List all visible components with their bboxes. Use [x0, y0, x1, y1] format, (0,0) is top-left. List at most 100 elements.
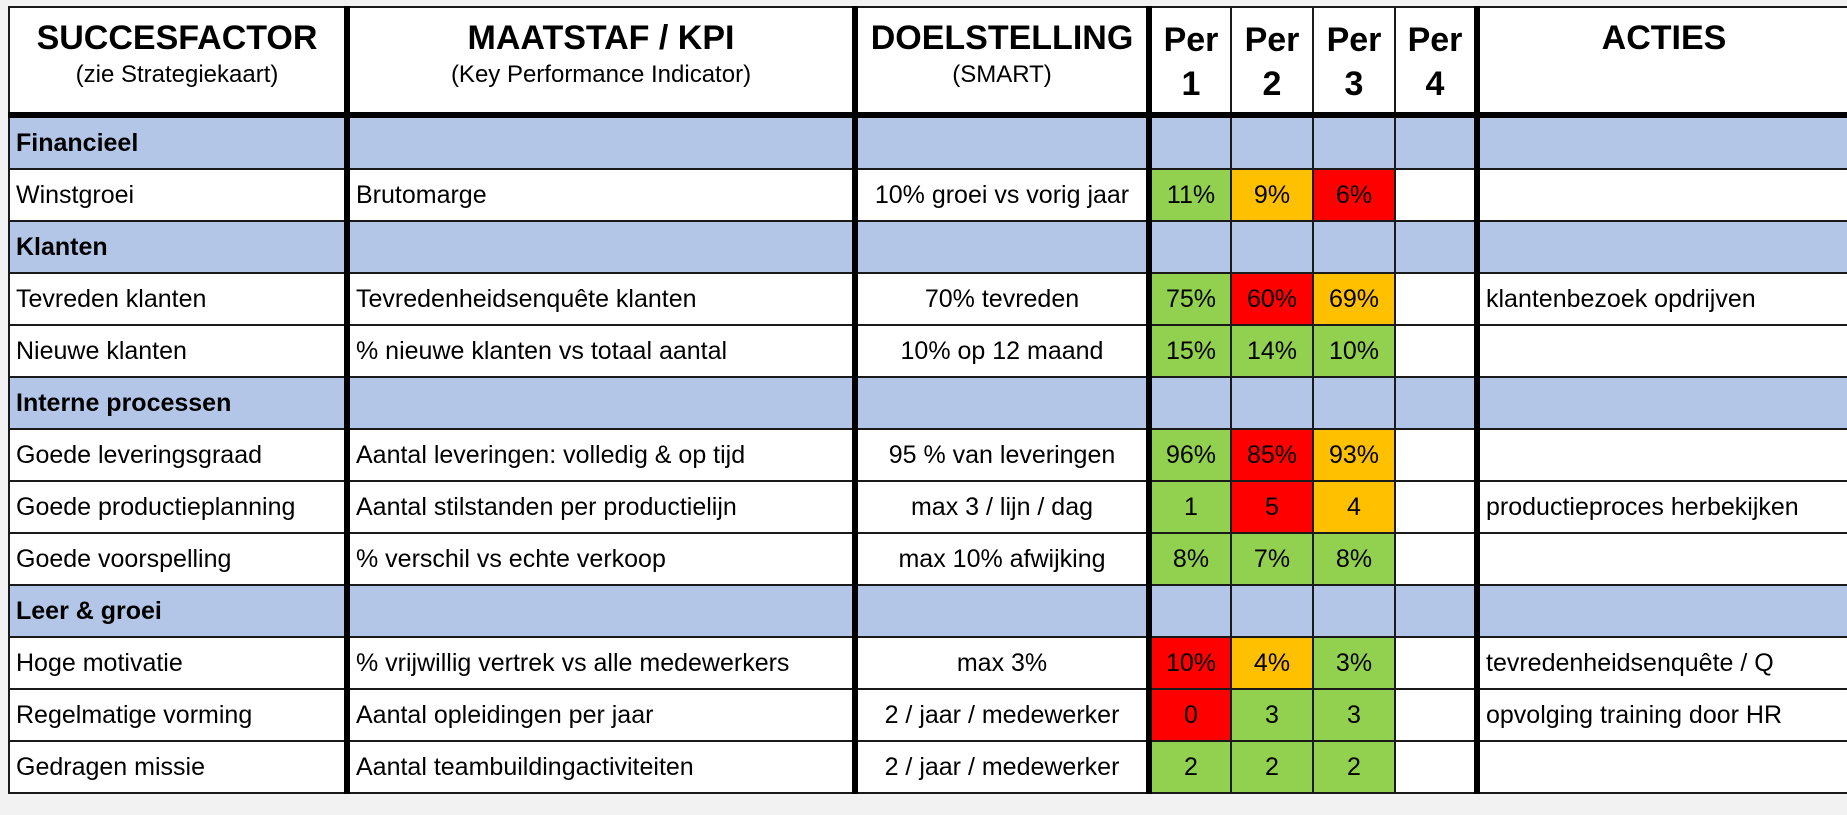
section-title: Financieel [8, 114, 350, 170]
header-per-2-number: 2 [1262, 65, 1282, 103]
cell-kpi: Brutomarge [346, 168, 858, 222]
table-row: Tevreden klanten Tevredenheidsenquête kla… [8, 272, 1847, 326]
cell-per-3: 3 [1312, 688, 1396, 742]
section-cell-empty [1476, 114, 1847, 170]
section-cell-empty [1394, 376, 1480, 430]
table-row: Hoge motivatie% vrijwillig vertrek vs al… [8, 636, 1847, 690]
section-cell-empty [346, 114, 858, 170]
header-doelstelling-title: DOELSTELLING [870, 19, 1134, 57]
cell-per-3: 69% [1312, 272, 1396, 326]
cell-acties [1476, 428, 1847, 482]
section-row: Interne processen [8, 376, 1847, 430]
cell-succesfactor: Winstgroei [8, 168, 350, 222]
cell-acties: productieproces herbekijken [1476, 480, 1847, 534]
cell-per-2: 85% [1230, 428, 1314, 482]
cell-succesfactor: Goede leveringsgraad [8, 428, 350, 482]
cell-per-4 [1394, 636, 1480, 690]
cell-per-1: 0 [1148, 688, 1232, 742]
header-per-4-number: 4 [1425, 65, 1445, 103]
section-cell-empty [854, 220, 1152, 274]
cell-doelstelling: 95 % van leveringen [854, 428, 1152, 482]
cell-kpi: % verschil vs echte verkoop [346, 532, 858, 586]
cell-kpi: Aantal leveringen: volledig & op tijd [346, 428, 858, 482]
cell-per-4 [1394, 428, 1480, 482]
table-row: Regelmatige vorming Aantal opleidingen pe… [8, 688, 1847, 742]
header-acties: ACTIES [1476, 6, 1847, 118]
cell-per-2: 60% [1230, 272, 1314, 326]
header-row: SUCCESFACTOR (zie Strategiekaart) MAATST… [8, 6, 1847, 118]
header-kpi-title: MAATSTAF / KPI [467, 19, 735, 57]
cell-acties [1476, 532, 1847, 586]
section-cell-empty [1230, 114, 1314, 170]
section-cell-empty [1312, 376, 1396, 430]
cell-kpi: Aantal opleidingen per jaar [346, 688, 858, 742]
cell-kpi: Aantal stilstanden per productielijn [346, 480, 858, 534]
kpi-scorecard: SUCCESFACTOR (zie Strategiekaart) MAATST… [8, 6, 1847, 794]
cell-per-1: 15% [1148, 324, 1232, 378]
cell-doelstelling: max 3 / lijn / dag [854, 480, 1152, 534]
kpi-table-body: Financieel Winstgroei Brutomarge 10% groei … [8, 114, 1847, 794]
cell-per-1: 1 [1148, 480, 1232, 534]
header-kpi: MAATSTAF / KPI (Key Performance Indicato… [346, 6, 858, 118]
section-cell-empty [1394, 220, 1480, 274]
cell-kpi: % nieuwe klanten vs totaal aantal [346, 324, 858, 378]
cell-per-3: 93% [1312, 428, 1396, 482]
header-per-4: Per 4 [1394, 6, 1480, 118]
cell-per-4 [1394, 480, 1480, 534]
section-cell-empty [1230, 584, 1314, 638]
header-per-1: Per 1 [1148, 6, 1232, 118]
section-cell-empty [346, 376, 858, 430]
cell-per-1: 11% [1148, 168, 1232, 222]
header-per-3: Per 3 [1312, 6, 1396, 118]
cell-per-2: 5 [1230, 480, 1314, 534]
cell-doelstelling: 2 / jaar / medewerker [854, 740, 1152, 794]
cell-per-4 [1394, 532, 1480, 586]
cell-succesfactor: Regelmatige vorming [8, 688, 350, 742]
cell-doelstelling: 70% tevreden [854, 272, 1152, 326]
cell-doelstelling: max 10% afwijking [854, 532, 1152, 586]
table-row: Winstgroei Brutomarge 10% groei vs vorig j… [8, 168, 1847, 222]
cell-per-4 [1394, 740, 1480, 794]
table-row: Goede leveringsgraad Aantal leveringen: v… [8, 428, 1847, 482]
section-cell-empty [1312, 584, 1396, 638]
cell-per-2: 2 [1230, 740, 1314, 794]
cell-doelstelling: 10% op 12 maand [854, 324, 1152, 378]
cell-per-1: 96% [1148, 428, 1232, 482]
cell-per-3: 3% [1312, 636, 1396, 690]
cell-kpi: Tevredenheidsenquête klanten [346, 272, 858, 326]
header-succesfactor: SUCCESFACTOR (zie Strategiekaart) [8, 6, 350, 118]
header-per-1-label: Per [1163, 21, 1219, 59]
cell-kpi: % vrijwillig vertrek vs alle medewerkers [346, 636, 858, 690]
cell-per-1: 8% [1148, 532, 1232, 586]
cell-per-3: 6% [1312, 168, 1396, 222]
section-cell-empty [854, 114, 1152, 170]
cell-acties [1476, 168, 1847, 222]
cell-acties: klantenbezoek opdrijven [1476, 272, 1847, 326]
cell-acties: tevredenheidsenquête / Q [1476, 636, 1847, 690]
cell-doelstelling: 2 / jaar / medewerker [854, 688, 1152, 742]
section-row: Financieel [8, 114, 1847, 170]
section-cell-empty [1476, 220, 1847, 274]
cell-per-2: 4% [1230, 636, 1314, 690]
cell-per-3: 8% [1312, 532, 1396, 586]
section-cell-empty [1230, 376, 1314, 430]
cell-per-2: 14% [1230, 324, 1314, 378]
table-row: Gedragen missie Aantal teambuildingactivi… [8, 740, 1847, 794]
section-cell-empty [1476, 584, 1847, 638]
kpi-table: SUCCESFACTOR (zie Strategiekaart) MAATST… [8, 6, 1847, 794]
cell-per-3: 10% [1312, 324, 1396, 378]
cell-acties [1476, 740, 1847, 794]
section-cell-empty [1148, 584, 1232, 638]
header-per-2: Per 2 [1230, 6, 1314, 118]
cell-per-3: 4 [1312, 480, 1396, 534]
cell-doelstelling: 10% groei vs vorig jaar [854, 168, 1152, 222]
cell-per-4 [1394, 688, 1480, 742]
cell-per-4 [1394, 272, 1480, 326]
cell-per-3: 2 [1312, 740, 1396, 794]
cell-doelstelling: max 3% [854, 636, 1152, 690]
cell-acties [1476, 324, 1847, 378]
cell-succesfactor: Hoge motivatie [8, 636, 350, 690]
section-cell-empty [854, 376, 1152, 430]
header-per-3-number: 3 [1344, 65, 1364, 103]
section-cell-empty [346, 584, 858, 638]
